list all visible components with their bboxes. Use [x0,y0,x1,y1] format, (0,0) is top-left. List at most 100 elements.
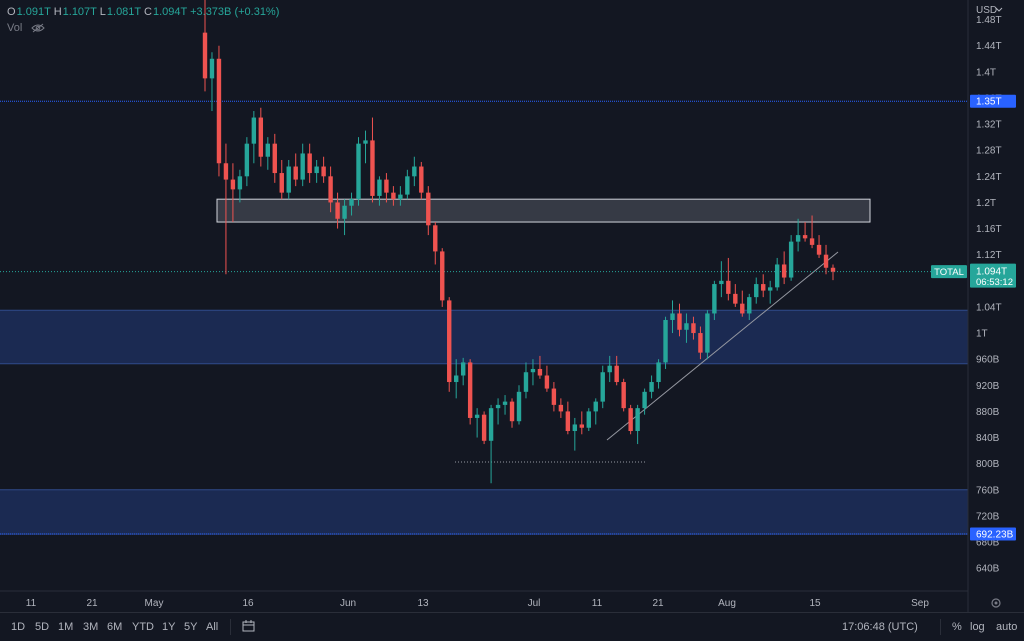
candle[interactable] [621,378,626,412]
candle[interactable] [705,310,710,360]
trend-line[interactable] [606,251,839,441]
candle[interactable] [649,375,654,399]
candle[interactable] [251,111,257,164]
timeframe-all-button[interactable]: All [206,621,219,633]
candle[interactable] [286,159,291,200]
symbol-tag[interactable]: TOTAL [931,265,967,279]
candle[interactable] [300,143,305,187]
candle[interactable] [530,359,536,386]
candle[interactable] [202,0,208,92]
auto-scale-toggle[interactable]: auto [996,621,1018,633]
candle[interactable] [663,316,668,369]
candle[interactable] [572,417,578,451]
candle[interactable] [691,316,696,340]
candle[interactable] [377,176,382,206]
candle[interactable] [307,143,312,183]
candle[interactable] [237,169,243,203]
date-range-icon[interactable] [242,620,255,632]
timeframe-5d-button[interactable]: 5D [35,621,50,633]
candle[interactable] [544,365,550,392]
candle[interactable] [363,130,368,164]
candle[interactable] [502,395,508,415]
candle[interactable] [398,186,403,206]
candle[interactable] [712,280,717,320]
candle[interactable] [488,404,494,484]
price-chart[interactable]: 1.48T1.44T1.4T1.36T1.32T1.28T1.24T1.2T1.… [0,0,1024,612]
candle[interactable] [579,411,584,435]
candle[interactable] [419,161,424,200]
candle[interactable] [551,382,557,412]
candle[interactable] [565,401,571,435]
candle[interactable] [405,169,410,200]
currency-label[interactable]: USD [976,5,997,16]
timeframe-3m-button[interactable]: 3M [83,621,99,633]
candle[interactable] [209,52,215,112]
candle[interactable] [481,411,487,445]
candle[interactable] [474,408,480,438]
timeframe-5y-button[interactable]: 5Y [184,621,198,633]
timeframe-1y-button[interactable]: 1Y [162,621,176,633]
candle[interactable] [523,362,529,399]
candle[interactable] [279,159,284,200]
candle[interactable] [412,156,417,187]
candle[interactable] [223,143,229,275]
candle[interactable] [516,385,522,425]
candle[interactable] [823,244,829,275]
candle[interactable] [747,293,752,320]
timeframe-6m-button[interactable]: 6M [107,621,123,633]
candle[interactable] [628,404,633,435]
percent-scale-toggle[interactable]: % [952,621,962,633]
candle[interactable] [509,398,515,428]
candle[interactable] [816,235,822,258]
timeframe-1d-button[interactable]: 1D [11,621,26,633]
candle[interactable] [781,251,787,285]
candle[interactable] [788,235,794,281]
candle[interactable] [440,248,445,307]
candle[interactable] [768,280,773,304]
candle[interactable] [244,137,250,187]
candle[interactable] [656,359,661,389]
candle[interactable] [230,163,236,223]
candle[interactable] [761,274,766,298]
candle[interactable] [614,355,619,386]
candle[interactable] [454,359,459,399]
eye-hidden-icon[interactable] [31,23,46,33]
candle[interactable] [802,222,808,242]
candle[interactable] [356,137,361,206]
candle[interactable] [265,137,270,170]
candle[interactable] [467,359,473,425]
candle[interactable] [370,117,375,203]
candle[interactable] [426,186,431,236]
timeframe-ytd-button[interactable]: YTD [132,621,154,633]
candle[interactable] [328,166,333,213]
candle[interactable] [754,277,759,304]
gear-icon[interactable] [991,598,1001,608]
chevron-down-icon[interactable] [995,7,1003,12]
candle[interactable] [460,357,466,386]
candle[interactable] [216,45,222,177]
candle[interactable] [677,303,682,337]
candle[interactable] [342,199,347,236]
candle[interactable] [670,300,675,334]
log-scale-toggle[interactable]: log [970,621,985,633]
candle[interactable] [733,284,738,307]
candle[interactable] [795,218,801,252]
candle[interactable] [495,398,501,425]
candle[interactable] [447,297,452,392]
candle[interactable] [433,222,438,265]
candle[interactable] [314,159,319,183]
candle[interactable] [349,192,354,216]
candle[interactable] [726,257,731,301]
candle[interactable] [586,408,591,432]
candle[interactable] [321,156,326,183]
candle[interactable] [635,404,640,445]
clock-timezone[interactable]: 17:06:48 (UTC) [842,621,918,633]
candle[interactable] [384,173,389,203]
candle[interactable] [293,153,298,187]
candle[interactable] [558,398,564,418]
support-zone[interactable] [0,489,968,535]
candle[interactable] [537,355,543,379]
candle[interactable] [740,290,745,317]
resistance-zone[interactable] [216,198,871,223]
candle[interactable] [809,215,815,249]
